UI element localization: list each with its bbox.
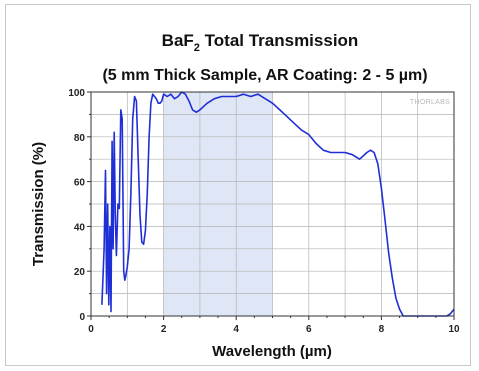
chart-title-line2: (5 mm Thick Sample, AR Coating: 2 - 5 µm… [102,67,427,84]
title-rest: Total Transmission [200,31,358,50]
x-tick-label: 8 [379,324,385,335]
y-tick-label: 100 [68,88,85,99]
x-tick-label: 4 [233,324,239,335]
plot-border [90,91,455,317]
y-tick-label: 80 [74,133,86,144]
x-tick-label: 10 [448,324,460,335]
watermark-logo: THORLABS [410,99,450,106]
y-tick-label: 60 [74,178,86,189]
x-tick-label: 2 [161,324,167,335]
x-tick-label: 0 [88,324,94,335]
y-tick-label: 20 [74,267,86,278]
x-tick-label: 6 [306,324,312,335]
y-tick-labels: 0 20 40 60 80 100 [68,88,85,323]
y-tick-label: 40 [74,222,86,233]
chart-title-line1: BaF2 Total Transmission [162,31,359,54]
title-main: BaF [162,31,194,50]
series-line [101,91,455,317]
x-axis-label: Wavelength (µm) [212,343,332,360]
y-tick-label: 0 [79,312,85,323]
x-tick-labels: 0 2 4 6 8 10 [88,324,460,335]
grid [91,92,454,316]
y-axis-label: Transmission (%) [30,142,47,266]
title-subscript: 2 [194,42,200,54]
